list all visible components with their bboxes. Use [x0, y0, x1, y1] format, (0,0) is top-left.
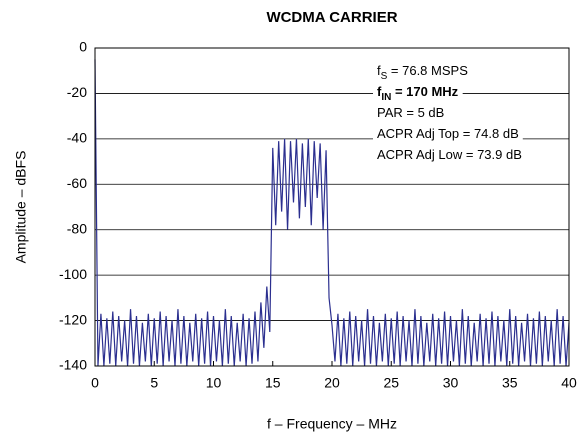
y-axis-label: Amplitude – dBFS	[13, 151, 29, 264]
plot-frame	[94, 47, 570, 367]
chart-title: WCDMA CARRIER	[266, 9, 397, 26]
y-tick-label: -20	[67, 84, 87, 100]
annotation: PAR = 5 dB	[377, 105, 444, 120]
x-tick-label: 10	[206, 375, 222, 391]
annotation-text: f	[377, 84, 382, 99]
y-tick-label: -100	[59, 266, 87, 282]
x-tick-label: 40	[561, 375, 577, 391]
x-tick-label: 5	[150, 375, 158, 391]
annotation: fS = 76.8 MSPS	[377, 63, 468, 81]
annotation: ACPR Adj Low = 73.9 dB	[377, 147, 522, 162]
grid	[95, 47, 569, 367]
x-tick-label: 30	[443, 375, 459, 391]
x-tick-label: 35	[502, 375, 518, 391]
annotation: ACPR Adj Top = 74.8 dB	[377, 126, 519, 141]
annotation-bg	[373, 146, 526, 164]
annotation: fIN = 170 MHz	[377, 84, 459, 102]
annotation-bg	[373, 62, 473, 83]
annotation-bg	[373, 125, 523, 143]
annotation-text: ACPR Adj Top = 74.8 dB	[377, 126, 519, 141]
annotation-rest: = 170 MHz	[391, 84, 458, 99]
y-tick-label: -140	[59, 357, 87, 373]
annotation-bg	[373, 83, 463, 104]
annotation-bg	[373, 104, 449, 122]
annotation-text: ACPR Adj Low = 73.9 dB	[377, 147, 522, 162]
annotation-text: f	[377, 63, 381, 78]
annotation-sub: S	[381, 71, 388, 82]
annotation-text: PAR = 5 dB	[377, 105, 444, 120]
x-tick-label: 20	[324, 375, 340, 391]
annotation-rest: = 76.8 MSPS	[387, 63, 468, 78]
y-tick-label: -60	[67, 175, 87, 191]
y-tick-label: -80	[67, 220, 87, 236]
x-tick-label: 15	[265, 375, 281, 391]
annotation-sub: IN	[381, 92, 391, 103]
x-axis-label: f – Frequency – MHz	[267, 416, 397, 432]
y-tick-label: -40	[67, 130, 87, 146]
x-tick-label: 0	[91, 375, 99, 391]
x-tick-label: 25	[383, 375, 399, 391]
y-tick-label: -120	[59, 311, 87, 327]
spectrum-line	[94, 59, 570, 367]
y-tick-label: 0	[79, 39, 87, 55]
